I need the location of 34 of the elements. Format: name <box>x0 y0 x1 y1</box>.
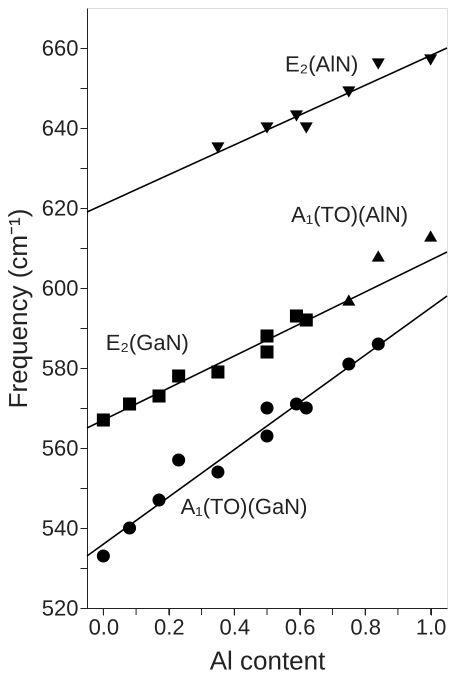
x-tick-label: 0.6 <box>284 614 316 640</box>
point <box>211 465 224 479</box>
point <box>172 453 186 467</box>
y-tick-label: 620 <box>42 196 78 220</box>
y-tick-label: 580 <box>42 356 78 380</box>
point <box>260 345 274 359</box>
annotation: A₁(TO)(AlN) <box>291 202 408 227</box>
y-tick-label: 520 <box>42 596 78 620</box>
annotation: E₂(GaN) <box>106 330 189 355</box>
point <box>372 58 385 70</box>
point <box>211 365 224 379</box>
y-tick-label: 560 <box>42 436 78 460</box>
y-tick-label: 640 <box>42 116 78 140</box>
point <box>172 369 186 383</box>
annotation: E₂(AlN) <box>285 51 358 76</box>
point <box>372 250 385 262</box>
x-tick-label: 1.0 <box>416 614 446 640</box>
point <box>96 549 110 563</box>
point <box>300 122 313 134</box>
x-tick-label: 0.4 <box>219 614 250 640</box>
x-tick-label: 0.0 <box>88 614 120 640</box>
x-axis-title: Al content <box>210 646 326 676</box>
y-tick-label: 660 <box>42 36 78 60</box>
point <box>300 401 313 415</box>
annotation: A₁(TO)(GaN) <box>180 494 308 520</box>
point <box>211 142 224 154</box>
x-tick-label: 0.2 <box>154 614 185 640</box>
x-tick-label: 0.8 <box>350 614 381 640</box>
y-axis-title: Frequency (cm⁻¹) <box>2 208 33 408</box>
y-tick-label: 540 <box>42 516 78 540</box>
y-tick-label: 600 <box>42 276 78 300</box>
point <box>260 401 274 415</box>
point <box>260 429 274 443</box>
point <box>424 230 438 242</box>
